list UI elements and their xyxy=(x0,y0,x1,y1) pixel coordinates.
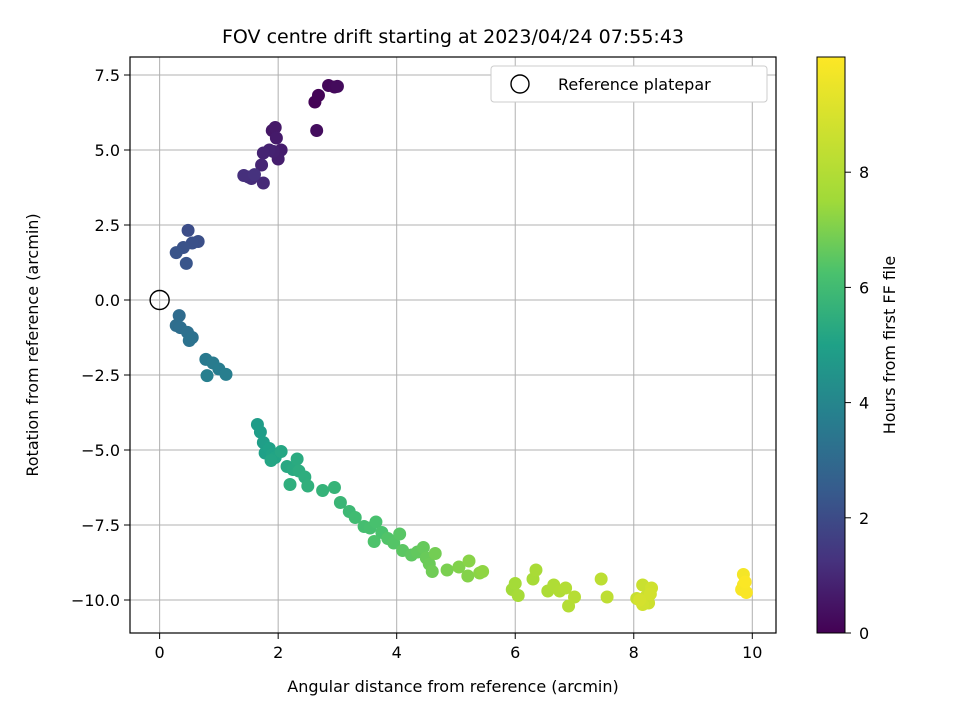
data-point xyxy=(440,563,454,577)
data-point xyxy=(219,367,233,381)
y-axis-label: Rotation from reference (arcmin) xyxy=(23,213,42,476)
data-point xyxy=(476,565,490,578)
x-axis-label: Angular distance from reference (arcmin) xyxy=(287,677,618,696)
chart-title: FOV centre drift starting at 2023/04/24 … xyxy=(222,26,684,48)
data-point xyxy=(169,246,183,260)
data-point xyxy=(369,515,383,529)
data-point xyxy=(264,454,278,467)
x-tick-label: 10 xyxy=(742,643,762,662)
data-point xyxy=(237,169,251,182)
y-tick-label: 0.0 xyxy=(95,291,120,310)
x-tick-label: 8 xyxy=(629,643,639,662)
data-point xyxy=(529,563,543,577)
colorbar-tick-label: 8 xyxy=(859,163,869,182)
colorbar-tick-label: 2 xyxy=(859,509,869,528)
data-point xyxy=(268,121,282,134)
legend-marker xyxy=(510,74,530,94)
reference-platepar-marker xyxy=(149,289,170,311)
data-point xyxy=(327,481,341,494)
y-tick-label: −2.5 xyxy=(81,366,120,385)
x-tick-label: 2 xyxy=(273,643,283,662)
colorbar-label: Hours from first FF file xyxy=(880,256,899,435)
legend-entry-reference: Reference platepar xyxy=(558,75,711,94)
data-point xyxy=(425,565,439,578)
data-point xyxy=(428,547,442,560)
colorbar: 0 2 4 6 8 Hours from first FF file xyxy=(816,56,899,643)
data-point xyxy=(283,478,297,491)
y-tick-label: 5.0 xyxy=(95,141,120,160)
y-axis-ticks: 7.5 5.0 2.5 0.0 −2.5 −5.0 −7.5 −10.0 xyxy=(71,66,130,610)
data-point xyxy=(643,587,657,601)
data-point xyxy=(179,256,193,270)
data-point xyxy=(301,479,315,493)
data-point xyxy=(739,586,753,599)
x-axis-ticks: 0 2 4 6 8 10 xyxy=(155,633,762,662)
colorbar-tick-label: 0 xyxy=(859,624,869,643)
y-tick-label: 7.5 xyxy=(95,66,120,85)
gridlines xyxy=(130,57,776,633)
data-point xyxy=(393,527,407,541)
legend-box xyxy=(490,65,768,103)
data-point xyxy=(256,176,270,190)
data-point xyxy=(290,452,304,466)
data-point xyxy=(181,223,195,237)
data-point xyxy=(247,168,261,182)
data-point xyxy=(461,569,475,583)
data-points xyxy=(149,79,753,613)
data-point xyxy=(255,158,269,172)
data-point xyxy=(311,88,325,102)
data-point xyxy=(367,535,381,548)
data-point xyxy=(600,590,614,604)
colorbar-gradient xyxy=(816,56,846,634)
data-point xyxy=(594,572,608,586)
y-tick-label: −5.0 xyxy=(81,441,120,460)
data-point xyxy=(559,581,573,595)
data-point xyxy=(567,590,581,604)
data-point xyxy=(200,369,214,383)
colorbar-tick-label: 4 xyxy=(859,394,869,413)
y-tick-label: −10.0 xyxy=(71,591,120,610)
data-point xyxy=(348,511,362,524)
data-point xyxy=(182,334,196,347)
plot-frame xyxy=(129,56,777,634)
data-point xyxy=(452,560,466,574)
colorbar-tick-label: 6 xyxy=(859,278,869,297)
data-point xyxy=(274,445,288,458)
data-point xyxy=(172,309,186,323)
data-point xyxy=(738,575,752,589)
data-point xyxy=(253,425,267,439)
data-point xyxy=(508,577,522,590)
data-point xyxy=(333,496,347,509)
data-point xyxy=(316,484,330,497)
y-tick-label: −7.5 xyxy=(81,516,120,535)
x-tick-label: 4 xyxy=(392,643,402,662)
data-point xyxy=(269,131,283,145)
x-tick-label: 6 xyxy=(510,643,520,662)
data-point xyxy=(256,146,270,160)
legend: Reference platepar xyxy=(490,65,768,103)
y-tick-label: 2.5 xyxy=(95,216,120,235)
data-point xyxy=(416,541,430,554)
x-tick-label: 0 xyxy=(155,643,165,662)
data-point xyxy=(330,79,344,93)
data-point xyxy=(633,593,647,607)
data-point xyxy=(462,554,476,568)
data-point xyxy=(310,124,324,137)
colorbar-ticks: 0 2 4 6 8 xyxy=(845,163,869,643)
data-point xyxy=(511,589,525,602)
